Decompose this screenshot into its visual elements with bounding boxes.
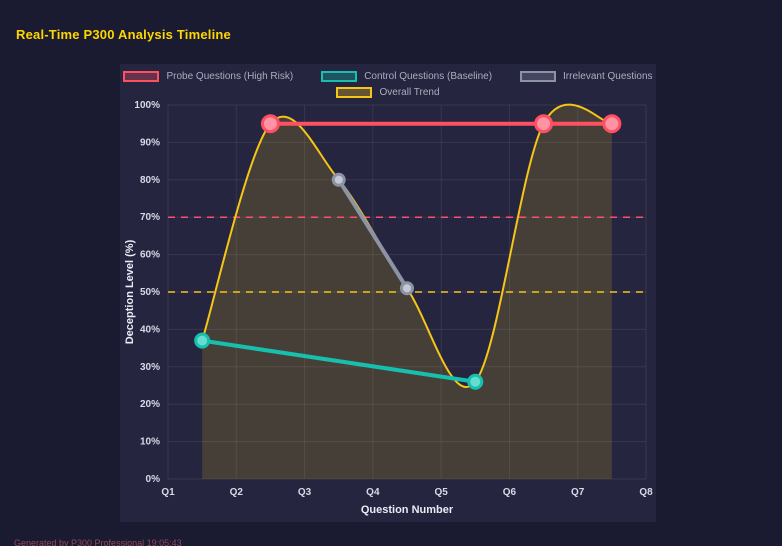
data-point[interactable] [602, 114, 622, 134]
chart-panel: Q1 Q2 Q3 Q4 Q5 Q6 Q7 Q8 0% 10% 20% 30% 40% 50% 60% 70% 8… [120, 64, 656, 522]
legend-label: Overall Trend [379, 87, 440, 98]
legend-label: Probe Questions (High Risk) [166, 71, 294, 82]
legend-row-2: Overall Trend [120, 87, 656, 98]
x-tick-label: Q6 [503, 487, 517, 498]
data-point[interactable] [331, 172, 346, 187]
x-tick-label: Q5 [434, 487, 448, 498]
data-point[interactable] [260, 114, 280, 134]
series-line [336, 177, 409, 291]
y-tick-label: 20% [140, 399, 160, 410]
x-tick-label: Q3 [298, 487, 312, 498]
y-tick-label: 100% [134, 100, 160, 111]
y-tick-label: 90% [140, 137, 160, 148]
legend-item[interactable]: Control Questions (Baseline) [321, 71, 492, 82]
series-line [200, 338, 478, 384]
data-point[interactable] [467, 373, 484, 390]
data-point[interactable] [534, 114, 554, 134]
legend-label: Control Questions (Baseline) [364, 71, 493, 82]
y-tick-label: 80% [140, 175, 160, 186]
legend-swatch [336, 87, 373, 98]
y-axis-title: Deception Level (%) [124, 239, 136, 344]
chart-canvas: Q1 Q2 Q3 Q4 Q5 Q6 Q7 Q8 0% 10% 20% 30% 40% 50% 60% 70% 8… [124, 100, 653, 516]
data-point[interactable] [400, 281, 414, 296]
y-tick-label: 50% [140, 287, 160, 298]
legend-label: Irrelevant Questions [563, 71, 653, 82]
x-tick-label: Q4 [366, 487, 380, 498]
legend-swatch [520, 71, 557, 82]
x-axis-title: Question Number [361, 504, 454, 516]
x-tick-label: Q1 [161, 487, 175, 498]
data-point[interactable] [194, 332, 211, 349]
footer-text: Generated by P300 Professional 19:05:43 [14, 538, 182, 546]
legend-row-1: Probe Questions (High Risk) Control Quest… [120, 71, 656, 82]
y-tick-label: 30% [140, 362, 160, 373]
x-tick-label: Q2 [230, 487, 244, 498]
y-tick-label: 10% [140, 437, 160, 448]
y-tick-label: 70% [140, 212, 160, 223]
y-tick-label: 40% [140, 324, 160, 335]
legend-swatch [123, 71, 160, 82]
legend-swatch [321, 71, 358, 82]
legend-item[interactable]: Irrelevant Questions [520, 71, 653, 82]
legend-item[interactable]: Probe Questions (High Risk) [123, 71, 293, 82]
x-tick-label: Q7 [571, 487, 585, 498]
x-tick-label: Q8 [639, 487, 653, 498]
page-title: Real-Time P300 Analysis Timeline [16, 27, 231, 42]
y-tick-label: 60% [140, 250, 160, 261]
y-tick-label: 0% [146, 474, 161, 485]
legend-item[interactable]: Overall Trend [336, 87, 440, 98]
